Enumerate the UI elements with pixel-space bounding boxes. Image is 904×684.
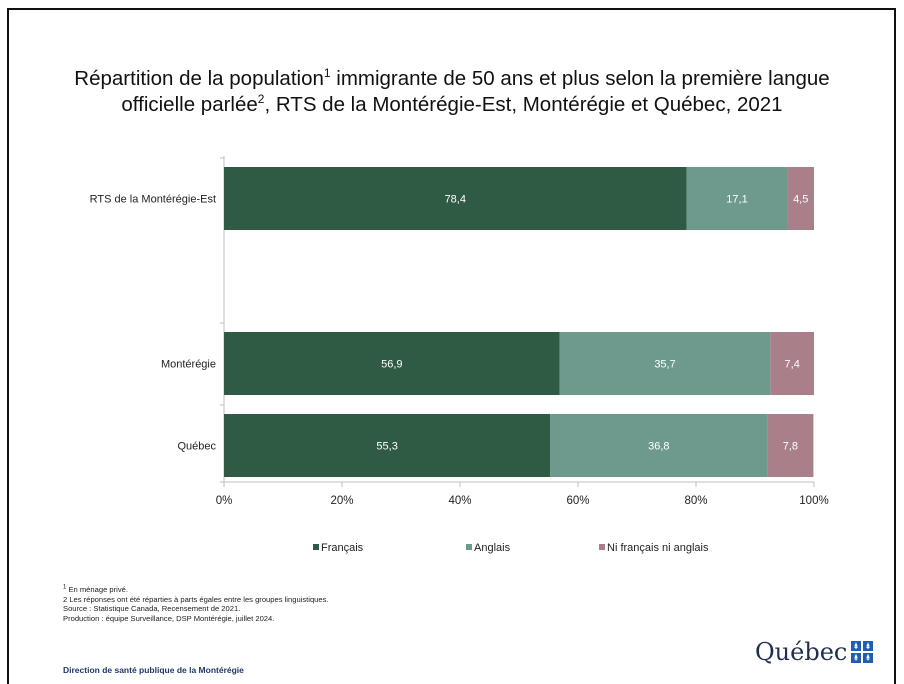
title-part1: Répartition de la population	[74, 67, 324, 90]
x-tick-label: 40%	[448, 495, 471, 507]
bar-segment	[550, 414, 768, 477]
data-label: 56,9	[381, 359, 402, 371]
footnote-production: Production : équipe Surveillance, DSP Mo…	[63, 613, 275, 623]
legend-label: Anglais	[474, 542, 511, 554]
title-sup1: 1	[323, 66, 331, 81]
data-label: 35,7	[654, 359, 675, 371]
bar-segment	[767, 414, 814, 477]
quebec-logo: Québec	[755, 638, 874, 666]
legend-label: Ni français ni anglais	[607, 542, 709, 554]
bar-segment	[686, 167, 788, 230]
legend-swatch	[599, 544, 605, 550]
footnote-source: Source : Statistique Canada, Recensement…	[63, 604, 241, 614]
data-label: 17,1	[726, 194, 747, 206]
logo-wordmark: Québec	[755, 638, 848, 666]
bar-segment	[559, 332, 771, 395]
footnote-2: 2 Les réponses ont été réparties à parts…	[63, 594, 329, 604]
legend-label: Français	[321, 542, 364, 554]
footnotes: 1 En ménage privé. 2 Les réponses ont ét…	[63, 584, 329, 623]
category-label: RTS de la Montérégie-Est	[90, 194, 216, 206]
bar-segment	[224, 332, 560, 395]
bar-segment	[787, 167, 814, 230]
legend-swatch	[466, 544, 472, 550]
category-label: Québec	[177, 441, 216, 453]
data-label: 78,4	[445, 194, 466, 206]
title-part2: immigrante de 50 ans et plus selon la pr…	[330, 67, 830, 90]
legend-swatch	[313, 544, 319, 550]
x-tick-label: 100%	[799, 495, 828, 507]
data-label: 36,8	[648, 441, 669, 453]
chart-title: Répartition de la population1 immigrante…	[40, 66, 864, 118]
x-tick-label: 80%	[684, 495, 707, 507]
bar-segment	[224, 167, 687, 230]
bar-segment	[770, 332, 814, 395]
footnote-1: 1 En ménage privé.	[63, 584, 128, 594]
category-label: Montérégie	[161, 359, 216, 371]
data-label: 55,3	[376, 441, 397, 453]
x-tick-label: 0%	[216, 495, 233, 507]
organization-name: Direction de santé publique de la Montér…	[63, 665, 244, 675]
data-label: 4,5	[793, 194, 808, 206]
bar-segment	[224, 414, 551, 477]
title-line2a: officielle parlée	[121, 93, 258, 116]
title-sup2: 2	[257, 92, 265, 107]
data-label: 7,8	[783, 441, 798, 453]
x-tick-label: 60%	[566, 495, 589, 507]
x-tick-label: 20%	[330, 495, 353, 507]
data-label: 7,4	[785, 359, 800, 371]
title-line2b: , RTS de la Montérégie-Est, Montérégie e…	[264, 93, 783, 116]
quebec-flag-icon	[851, 641, 874, 663]
